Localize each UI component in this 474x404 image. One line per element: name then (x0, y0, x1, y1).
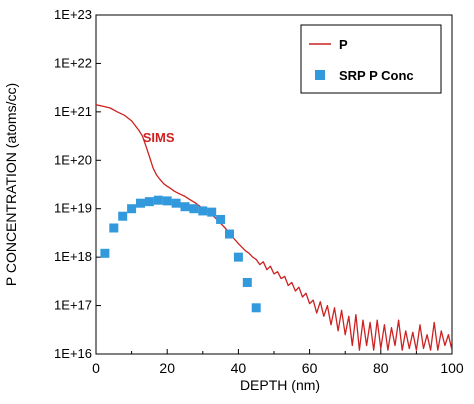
axes-layer: 1E+16 1E+17 1E+18 1E+19 1E+20 1E+21 1E+22 1E+23… (3, 7, 464, 393)
x-tick-label: 80 (373, 360, 389, 376)
x-tick-label: 0 (92, 360, 100, 376)
x-tick-label: 60 (302, 360, 318, 376)
srp-marker (127, 204, 137, 214)
srp-marker (118, 211, 128, 221)
srp-marker (189, 204, 199, 214)
srp-marker (171, 198, 181, 208)
y-tick-label: 1E+22 (54, 55, 92, 70)
y-tick-label: 1E+16 (54, 346, 92, 361)
srp-marker (109, 223, 119, 233)
legend-swatch-marker (315, 70, 325, 80)
srp-marker (100, 248, 110, 258)
y-tick-label: 1E+18 (54, 249, 92, 264)
srp-marker (242, 277, 252, 287)
srp-marker (225, 229, 234, 239)
legend-box (300, 24, 442, 94)
x-tick-label: 20 (159, 360, 175, 376)
x-tick-label: 100 (440, 360, 464, 376)
srp-marker (198, 206, 208, 216)
y-tick-label: 1E+21 (54, 104, 92, 119)
series-line-p (96, 104, 452, 351)
x-tick-label: 40 (231, 360, 247, 376)
srp-marker (180, 202, 190, 212)
srp-marker (144, 197, 154, 207)
srp-marker (207, 207, 217, 217)
srp-marker (162, 196, 172, 206)
srp-marker (251, 303, 261, 313)
legend: P SRP P Conc (300, 24, 442, 94)
x-axis-title: DEPTH (nm) (240, 377, 320, 393)
y-tick-label: 1E+17 (54, 298, 92, 313)
y-tick-label: 1E+20 (54, 152, 92, 167)
legend-label: P (339, 37, 348, 52)
srp-marker (136, 198, 145, 208)
y-tick-label: 1E+19 (54, 201, 92, 216)
srp-marker (233, 252, 243, 262)
sims-annotation: SIMS (143, 130, 175, 145)
srp-marker (153, 195, 163, 205)
series-layer (96, 104, 452, 351)
y-tick-label: 1E+23 (54, 7, 92, 22)
srp-marker (216, 214, 226, 224)
legend-label: SRP P Conc (339, 68, 414, 83)
y-axis-title: P CONCENTRATION (atoms/cc) (3, 83, 19, 286)
